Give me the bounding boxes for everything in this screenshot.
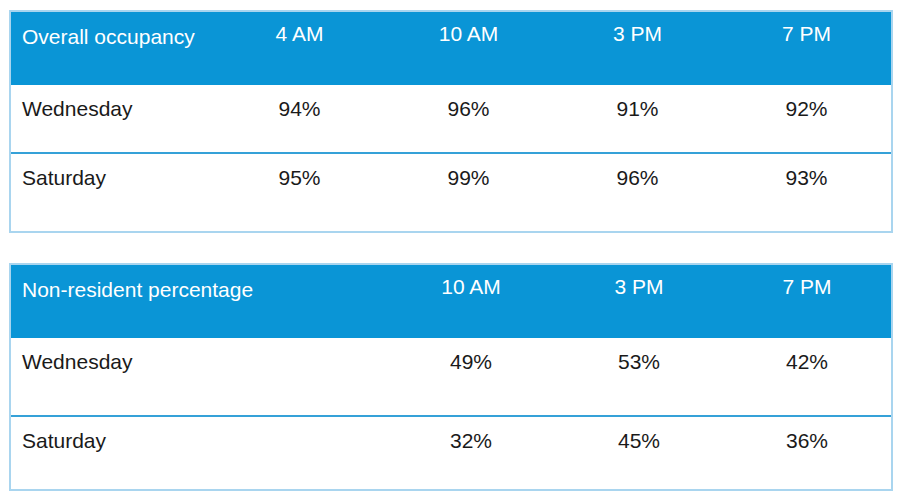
page: Overall occupancy 4 AM 10 AM 3 PM 7 PM W… (0, 0, 901, 498)
table-row-saturday: Saturday 32% 45% 36% (11, 417, 891, 489)
value-cell: 49% (387, 338, 555, 417)
value-cell: 96% (384, 85, 553, 154)
overall-occupancy-table: Overall occupancy 4 AM 10 AM 3 PM 7 PM W… (9, 10, 893, 233)
column-header-7pm: 7 PM (723, 265, 891, 338)
value-cell: 53% (555, 338, 723, 417)
value-cell: 91% (553, 85, 722, 154)
value-cell: 42% (723, 338, 891, 417)
row-label: Saturday (11, 417, 387, 489)
value-cell: 45% (555, 417, 723, 489)
header-row: Non-resident percentage 10 AM 3 PM 7 PM (11, 265, 891, 338)
table-row-saturday: Saturday 95% 99% 96% 93% (11, 154, 891, 231)
value-cell: 99% (384, 154, 553, 231)
value-cell: 92% (722, 85, 891, 154)
header-row: Overall occupancy 4 AM 10 AM 3 PM 7 PM (11, 12, 891, 85)
non-resident-header: Non-resident percentage 10 AM 3 PM 7 PM (11, 265, 891, 338)
value-cell: 95% (215, 154, 384, 231)
column-header-3pm: 3 PM (553, 12, 722, 85)
column-header-7pm: 7 PM (722, 12, 891, 85)
value-cell: 94% (215, 85, 384, 154)
row-label: Saturday (11, 154, 215, 231)
column-header-3pm: 3 PM (555, 265, 723, 338)
value-cell: 93% (722, 154, 891, 231)
value-cell: 96% (553, 154, 722, 231)
column-header-4am: 4 AM (215, 12, 384, 85)
value-cell: 36% (723, 417, 891, 489)
table-row-wednesday: Wednesday 94% 96% 91% 92% (11, 85, 891, 154)
overall-occupancy-header: Overall occupancy 4 AM 10 AM 3 PM 7 PM (11, 12, 891, 85)
table-row-wednesday: Wednesday 49% 53% 42% (11, 338, 891, 417)
table-title: Non-resident percentage (11, 265, 387, 338)
column-header-10am: 10 AM (387, 265, 555, 338)
row-label: Wednesday (11, 338, 387, 417)
value-cell: 32% (387, 417, 555, 489)
non-resident-percentage-table: Non-resident percentage 10 AM 3 PM 7 PM … (9, 263, 893, 491)
table-title: Overall occupancy (11, 12, 215, 85)
column-header-10am: 10 AM (384, 12, 553, 85)
row-label: Wednesday (11, 85, 215, 154)
